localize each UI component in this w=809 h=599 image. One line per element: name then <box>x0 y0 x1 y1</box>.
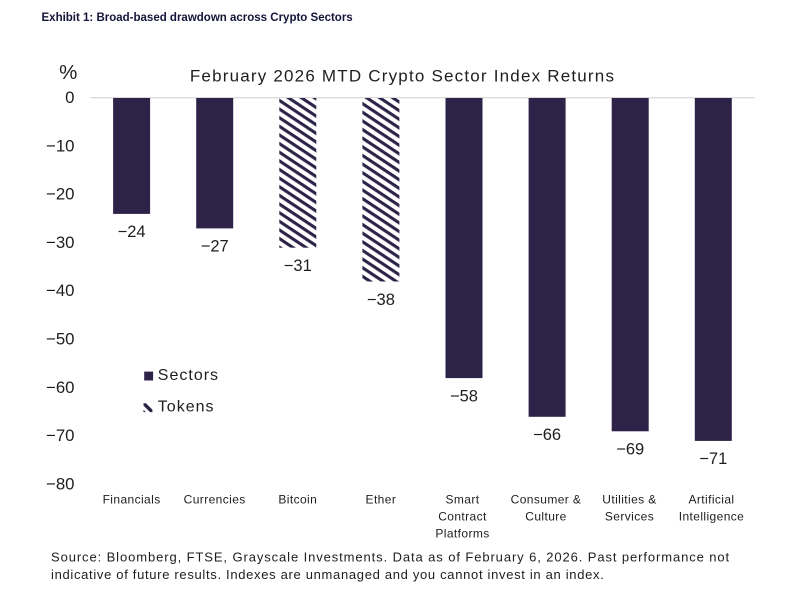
svg-text:−38: −38 <box>367 291 395 309</box>
svg-text:−66: −66 <box>533 426 561 444</box>
svg-text:Services: Services <box>605 510 654 524</box>
svg-text:−50: −50 <box>46 330 74 349</box>
svg-text:−58: −58 <box>450 387 478 405</box>
svg-text:−10: −10 <box>46 136 74 155</box>
svg-text:Bitcoin: Bitcoin <box>278 492 317 506</box>
svg-text:−30: −30 <box>46 233 74 252</box>
svg-text:Source: Bloomberg, FTSE, Grays: Source: Bloomberg, FTSE, Grayscale Inves… <box>51 550 730 565</box>
svg-text:−69: −69 <box>616 441 644 459</box>
svg-text:−31: −31 <box>284 257 312 275</box>
svg-text:February 2026 MTD Crypto Secto: February 2026 MTD Crypto Sector Index Re… <box>190 66 615 85</box>
svg-text:−24: −24 <box>118 223 146 241</box>
svg-text:Smart: Smart <box>445 492 479 506</box>
svg-text:Exhibit 1: Broad-based drawdow: Exhibit 1: Broad-based drawdown across C… <box>42 12 353 24</box>
svg-text:Sectors: Sectors <box>158 367 219 384</box>
svg-text:−27: −27 <box>201 238 229 256</box>
svg-text:Platforms: Platforms <box>435 527 489 541</box>
svg-text:−20: −20 <box>46 185 74 204</box>
svg-text:%: % <box>59 61 77 84</box>
svg-text:Financials: Financials <box>103 492 161 506</box>
svg-text:−71: −71 <box>699 450 727 468</box>
svg-text:Tokens: Tokens <box>158 399 215 416</box>
svg-text:Consumer &: Consumer & <box>511 492 582 506</box>
svg-text:indicative of future results.: indicative of future results. Indexes ar… <box>51 567 605 582</box>
svg-text:−60: −60 <box>46 378 74 397</box>
svg-text:−70: −70 <box>46 426 74 445</box>
svg-text:Intelligence: Intelligence <box>679 510 745 524</box>
svg-text:Ether: Ether <box>366 492 397 506</box>
svg-text:Culture: Culture <box>525 510 566 524</box>
svg-text:Contract: Contract <box>438 510 487 524</box>
svg-text:0: 0 <box>65 88 74 107</box>
svg-text:Currencies: Currencies <box>184 492 246 506</box>
svg-text:−80: −80 <box>46 474 74 493</box>
svg-text:−40: −40 <box>46 281 74 300</box>
svg-text:Artificial: Artificial <box>688 492 734 506</box>
svg-text:Utilities &: Utilities & <box>602 492 656 506</box>
